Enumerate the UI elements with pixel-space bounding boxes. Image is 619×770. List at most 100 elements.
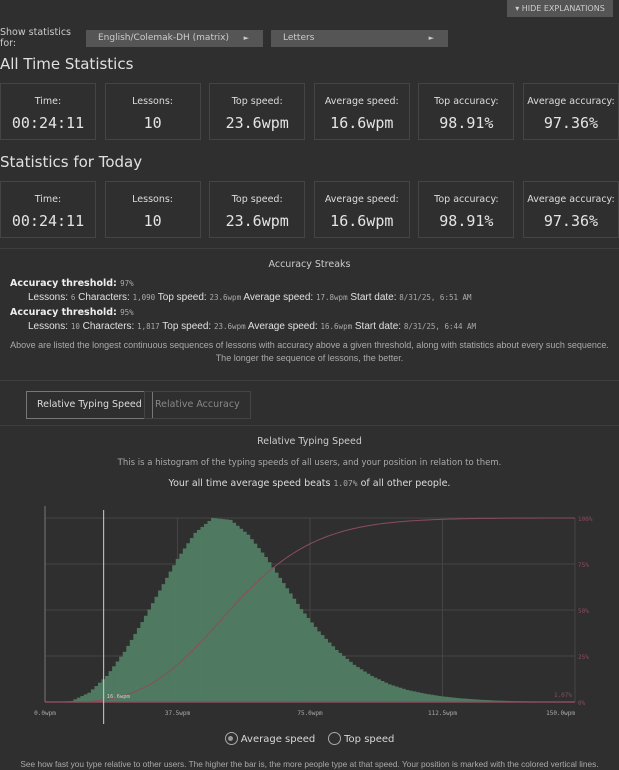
streak-details: Lessons: 6 Characters: 1,090 Top speed: … bbox=[28, 292, 619, 303]
accuracy-streaks: Accuracy Streaks Accuracy threshold: 97%… bbox=[0, 248, 619, 380]
radio-selected-icon bbox=[225, 732, 238, 745]
histogram-bar bbox=[331, 646, 335, 702]
histogram-bar bbox=[80, 696, 84, 702]
average-speed-value: 16.6wpm bbox=[321, 322, 353, 331]
histogram-bar bbox=[416, 692, 420, 702]
lessons-value: 10 bbox=[71, 322, 80, 331]
histogram-bar bbox=[271, 567, 275, 702]
threshold-value: 97% bbox=[120, 279, 134, 288]
tab-relative-typing-speed[interactable]: Relative Typing Speed bbox=[26, 391, 153, 419]
stat-value: 98.91% bbox=[419, 114, 513, 132]
histogram-bar bbox=[257, 548, 261, 702]
histogram-bar bbox=[388, 684, 392, 702]
histogram-bar bbox=[345, 659, 349, 702]
layout-select-value: English/Colemak-DH (matrix) bbox=[98, 33, 229, 43]
histogram-bar bbox=[338, 653, 342, 702]
stat-value: 00:24:11 bbox=[1, 114, 95, 132]
characters-value: 1,090 bbox=[133, 293, 156, 302]
histogram-bar bbox=[299, 609, 303, 702]
layout-select[interactable]: English/Colemak-DH (matrix) ► bbox=[86, 30, 263, 47]
histogram-bar bbox=[420, 693, 424, 702]
start-date-label: Start date: bbox=[350, 292, 396, 303]
radio-unselected-icon bbox=[328, 732, 341, 745]
histogram-bar bbox=[342, 656, 346, 702]
histogram-bar bbox=[94, 686, 98, 702]
histogram-bar bbox=[264, 557, 268, 702]
histogram-bar bbox=[292, 599, 296, 702]
chart-description: This is a histogram of the typing speeds… bbox=[0, 458, 619, 468]
histogram-bar bbox=[215, 518, 219, 702]
stat-value: 23.6wpm bbox=[210, 114, 304, 132]
y2-tick-label: 75% bbox=[578, 562, 589, 569]
y2-tick-label: 100% bbox=[578, 516, 593, 523]
histogram-bar bbox=[306, 618, 310, 702]
histogram-bar bbox=[208, 521, 212, 702]
mode-select[interactable]: Letters► bbox=[271, 30, 448, 47]
top-speed-label: Top speed: bbox=[162, 321, 211, 332]
stat-value: 10 bbox=[106, 212, 200, 230]
streak-threshold: Accuracy threshold: 97% bbox=[10, 278, 619, 289]
histogram-bar bbox=[282, 583, 286, 702]
histogram-bar bbox=[176, 559, 180, 702]
radio-top-speed[interactable]: Top speed bbox=[328, 734, 394, 745]
average-speed-value: 17.8wpm bbox=[316, 293, 348, 302]
stat-value: 10 bbox=[106, 114, 200, 132]
histogram-bar bbox=[423, 694, 427, 702]
histogram-bar bbox=[405, 690, 409, 702]
x-tick-label: 75.0wpm bbox=[297, 710, 323, 717]
stat-card: Top speed:23.6wpm bbox=[209, 181, 305, 238]
stat-value: 23.6wpm bbox=[210, 212, 304, 230]
y2-tick-label: 0% bbox=[578, 700, 586, 707]
stat-value: 00:24:11 bbox=[1, 212, 95, 230]
stat-label: Top accuracy: bbox=[419, 194, 513, 205]
histogram-bar bbox=[268, 562, 272, 702]
histogram-bar bbox=[289, 593, 293, 702]
percentile-label: 1.07% bbox=[554, 692, 572, 699]
threshold-label: Accuracy threshold: bbox=[10, 307, 117, 318]
triangle-right-icon: ► bbox=[244, 30, 249, 47]
histogram-bar bbox=[204, 524, 208, 702]
histogram-bar bbox=[197, 530, 201, 702]
hide-explanations-button[interactable]: ▾ HIDE EXPLANATIONS bbox=[507, 0, 613, 17]
histogram-bar bbox=[98, 683, 102, 702]
beats-text: Your all time average speed beats 1.07% … bbox=[0, 478, 619, 489]
histogram-bar bbox=[246, 535, 250, 702]
mode-select-value: Letters bbox=[283, 33, 314, 43]
histogram-bar bbox=[296, 604, 300, 702]
top-speed-value: 23.6wpm bbox=[214, 322, 246, 331]
histogram-bar bbox=[412, 691, 416, 702]
stat-card: Time: 00:24:11 bbox=[0, 181, 96, 238]
beats-post: of all other people. bbox=[361, 478, 451, 489]
radio-average-speed[interactable]: Average speed bbox=[225, 734, 316, 745]
today-title: Statistics for Today bbox=[0, 153, 142, 171]
start-date-label: Start date: bbox=[355, 321, 401, 332]
histogram-bar bbox=[275, 573, 279, 702]
histogram-bar bbox=[222, 519, 226, 702]
stat-value: 97.36% bbox=[524, 212, 618, 230]
histogram-bar bbox=[261, 553, 265, 702]
histogram-bar bbox=[155, 597, 159, 702]
x-tick-label: 150.0wpm bbox=[546, 710, 575, 717]
stat-card: Average accuracy: 97.36% bbox=[523, 181, 619, 238]
histogram-bar bbox=[303, 614, 307, 702]
histogram-bar bbox=[186, 543, 190, 702]
stat-value: 98.91% bbox=[419, 212, 513, 230]
histogram-bar bbox=[402, 689, 406, 702]
stat-label: Average accuracy: bbox=[524, 194, 618, 205]
histogram-bar bbox=[349, 662, 353, 702]
stat-card: Top accuracy: 98.91% bbox=[418, 181, 514, 238]
average-speed-label: Average speed: bbox=[243, 292, 313, 303]
x-tick-label: 0.0wpm bbox=[34, 710, 56, 717]
streaks-note: Above are listed the longest continuous … bbox=[0, 339, 619, 365]
histogram-bar bbox=[328, 643, 332, 702]
histogram-bar bbox=[359, 669, 363, 702]
histogram-bar bbox=[239, 529, 243, 702]
stat-label: Time: bbox=[1, 194, 95, 205]
histogram-bar bbox=[179, 554, 183, 702]
histogram-bar bbox=[158, 590, 162, 702]
tab-relative-accuracy[interactable]: Relative Accuracy bbox=[144, 391, 251, 419]
statistics-filter: Show statistics for: English/Colemak-DH … bbox=[0, 27, 456, 49]
beats-value: 1.07% bbox=[333, 479, 357, 488]
